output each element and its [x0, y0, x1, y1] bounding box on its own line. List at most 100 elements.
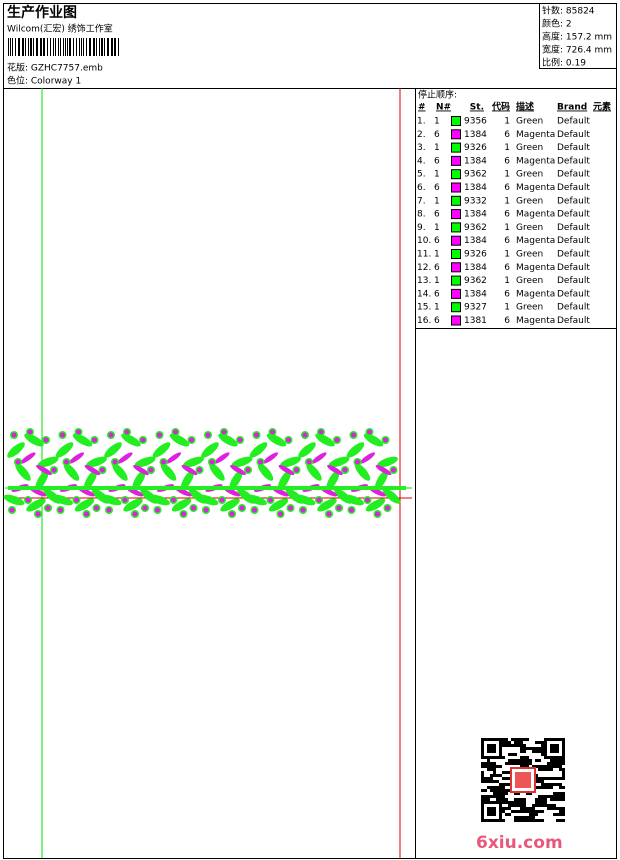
- cell: Magenta: [516, 130, 555, 140]
- dot: [155, 507, 160, 513]
- dot: [140, 437, 146, 443]
- petal: [214, 452, 230, 464]
- qr-module: [514, 798, 517, 801]
- qr-module: [487, 810, 490, 813]
- qr-module: [520, 807, 523, 810]
- dot: [336, 505, 342, 511]
- qr-module: [490, 765, 493, 768]
- qr-module: [556, 777, 559, 780]
- qr-module: [553, 807, 556, 810]
- column-header: 代码: [491, 101, 510, 113]
- qr-module: [556, 798, 559, 801]
- petal: [133, 465, 149, 475]
- colorway: 色位: Colorway 1: [7, 75, 81, 87]
- qr-module: [553, 795, 556, 798]
- qr-module: [484, 738, 487, 741]
- dot: [92, 437, 97, 443]
- qr-module: [505, 801, 508, 804]
- qr-module: [526, 762, 529, 765]
- qr-module: [502, 786, 505, 789]
- leaf: [55, 442, 74, 458]
- qr-module: [493, 756, 496, 759]
- petal: [165, 452, 182, 464]
- cell: 15.: [417, 303, 431, 313]
- leaf: [121, 433, 141, 447]
- dot: [35, 511, 41, 517]
- cell: 6: [434, 289, 440, 299]
- dot: [106, 507, 112, 513]
- bar: [65, 38, 66, 56]
- cell: Default: [557, 303, 590, 313]
- leaf: [123, 498, 143, 512]
- cell: Default: [557, 196, 590, 206]
- qr-module: [490, 819, 493, 822]
- bar: [55, 38, 56, 56]
- qr-module: [487, 744, 490, 747]
- cell: 6: [434, 263, 440, 273]
- qr-module: [532, 813, 535, 816]
- dot: [326, 511, 332, 517]
- qr-module: [562, 786, 565, 789]
- dot: [9, 507, 15, 513]
- cell: 9362: [464, 170, 487, 180]
- qr-module: [559, 807, 562, 810]
- cell: Magenta: [516, 236, 555, 246]
- qr-module: [487, 777, 490, 780]
- qr-module: [544, 777, 547, 780]
- qr-module: [499, 813, 502, 816]
- cell: Default: [557, 276, 590, 286]
- qr-module: [529, 792, 532, 795]
- color-swatch: [451, 142, 461, 153]
- bar: [12, 38, 13, 56]
- qr-module: [481, 738, 484, 741]
- color-swatch: [451, 155, 461, 166]
- qr-module: [499, 783, 502, 786]
- qr-module: [562, 777, 565, 780]
- qr-module: [553, 747, 556, 750]
- qr-module: [520, 756, 523, 759]
- leaf: [306, 463, 322, 481]
- qr-module: [514, 759, 517, 762]
- cell: 6.: [417, 183, 426, 193]
- cell: 6: [434, 156, 440, 166]
- qr-module: [538, 801, 541, 804]
- cell: 1: [434, 196, 440, 206]
- cell: 6: [434, 316, 440, 326]
- leaf: [343, 494, 364, 506]
- leaf: [171, 498, 192, 512]
- cell: 2.: [417, 130, 426, 140]
- qr-module: [538, 804, 541, 807]
- qr-module: [517, 792, 520, 795]
- qr-module: [553, 750, 556, 753]
- bar: [33, 38, 34, 56]
- qr-module: [496, 798, 499, 801]
- leaf: [86, 456, 107, 468]
- qr-module: [499, 750, 502, 753]
- qr-module: [520, 816, 523, 819]
- qr-module: [490, 747, 493, 750]
- qr-module: [544, 741, 547, 744]
- qr-module: [511, 804, 514, 807]
- qr-module: [505, 807, 508, 810]
- qr-module: [541, 747, 544, 750]
- qr-module: [490, 795, 493, 798]
- dot: [122, 497, 128, 503]
- qr-module: [496, 801, 499, 804]
- qr-module: [493, 750, 496, 753]
- leaf: [100, 494, 122, 506]
- info-item: 宽度: 726.4 mm: [542, 44, 612, 56]
- bar: [8, 38, 9, 56]
- qr-module: [538, 810, 541, 813]
- qr-module: [517, 744, 520, 747]
- dot: [11, 432, 17, 438]
- cell: Green: [516, 303, 543, 313]
- cell: 1: [504, 117, 510, 127]
- dot: [58, 507, 63, 513]
- qr-module: [481, 756, 484, 759]
- color-swatch: [451, 116, 461, 126]
- leaf: [169, 433, 190, 447]
- cell: 14.: [417, 289, 431, 299]
- qr-module: [526, 738, 529, 741]
- band: [8, 486, 406, 490]
- leaf: [229, 470, 243, 490]
